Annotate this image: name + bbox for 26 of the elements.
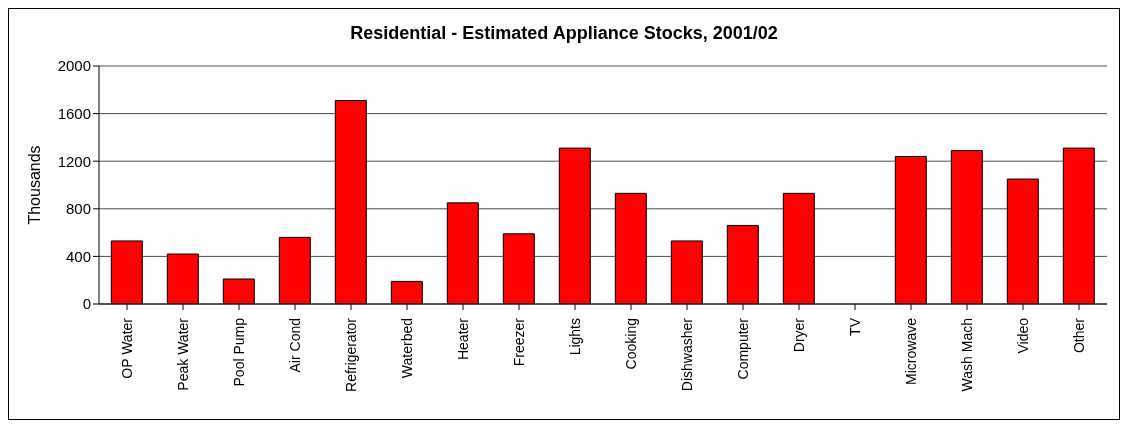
- y-tick-label: 2000: [57, 57, 91, 75]
- x-tick-label: Other: [1071, 317, 1087, 354]
- x-tick-label: TV: [847, 317, 863, 336]
- x-tick-label: Refrigerator: [343, 317, 359, 392]
- y-tick-label: 800: [65, 200, 91, 218]
- y-axis-title: Thousands: [25, 145, 43, 225]
- y-tick-label: 1600: [57, 104, 91, 122]
- y-tick-label: 0: [82, 295, 91, 313]
- x-tick-label: Computer: [735, 317, 751, 380]
- x-tick-label: Freezer: [511, 317, 527, 367]
- x-tick-label: Microwave: [903, 317, 919, 385]
- x-tick-label: Lights: [567, 318, 583, 356]
- y-tick-label: 400: [65, 247, 91, 265]
- x-tick-label: Air Cond: [287, 318, 303, 373]
- x-tick-label: Dishwasher: [679, 317, 695, 392]
- x-tick-label: Video: [1015, 317, 1031, 354]
- x-tick-label: Cooking: [623, 318, 639, 370]
- x-tick-label: OP Water: [119, 317, 135, 379]
- chart-title: Residential - Estimated Appliance Stocks, 2001/02: [349, 23, 779, 44]
- x-tick-label: Pool Pump: [231, 317, 247, 387]
- x-tick-label: Wash Mach: [959, 318, 975, 392]
- y-tick-label: 1200: [57, 152, 91, 170]
- x-tick-label: Waterbed: [399, 318, 415, 379]
- x-tick-label: Dryer: [791, 317, 807, 353]
- x-tick-label: Heater: [455, 317, 471, 361]
- x-tick-label: Peak Water: [175, 317, 191, 391]
